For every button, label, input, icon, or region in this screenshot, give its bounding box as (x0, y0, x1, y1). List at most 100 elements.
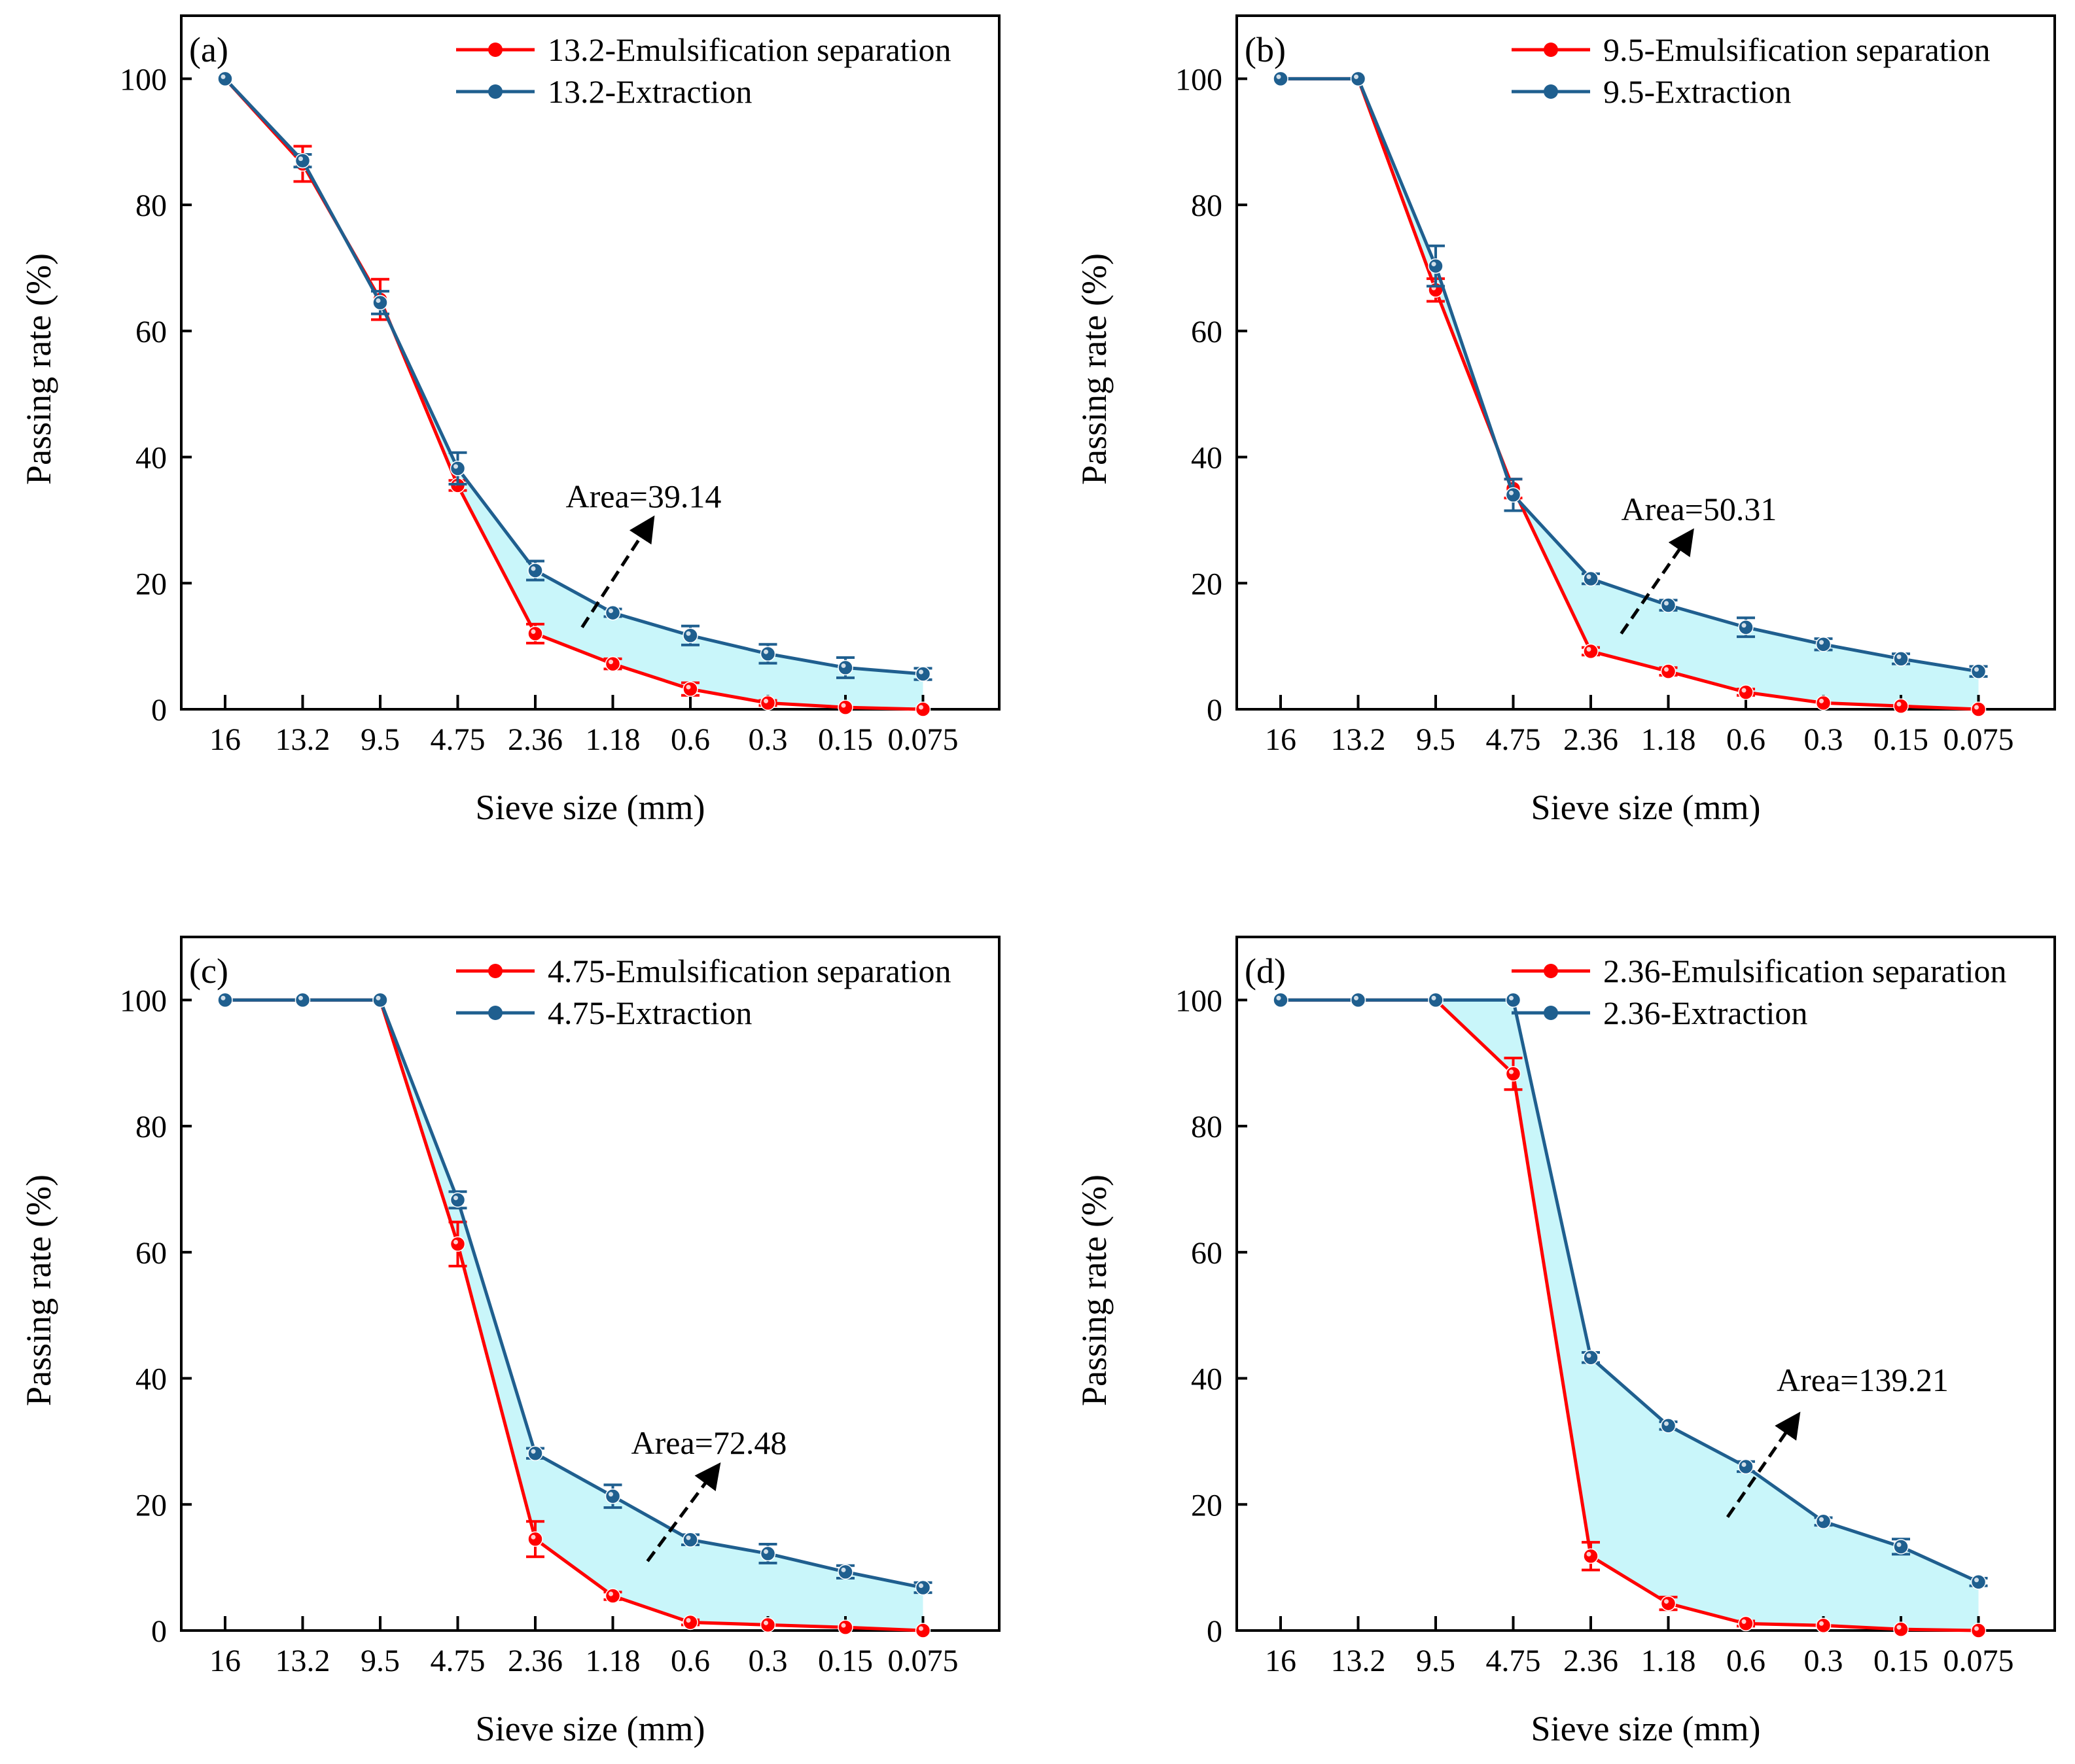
plot-frame (180, 936, 1001, 1632)
x-tick-label: 0.15 (1873, 722, 1928, 757)
data-point-highlight (1586, 1353, 1591, 1358)
series-line (1281, 77, 1979, 711)
data-point (527, 626, 543, 642)
data-point (683, 1532, 698, 1547)
x-tick-label: 16 (1265, 1644, 1296, 1678)
x-tick-label: 0.3 (749, 1644, 788, 1678)
data-point-highlight (1431, 262, 1436, 267)
area-between-curves (225, 1000, 923, 1631)
data-point (683, 681, 698, 697)
y-tick-label: 0 (1207, 693, 1222, 728)
legend-marker (488, 84, 503, 99)
x-axis-label: Sieve size (mm) (1531, 788, 1761, 827)
data-point-highlight (1586, 646, 1591, 652)
y-tick-label: 60 (1191, 315, 1222, 349)
data-point (605, 656, 621, 672)
data-point-highlight (764, 1620, 768, 1625)
data-point (1893, 698, 1909, 714)
data-point (760, 646, 776, 662)
y-tick-label: 80 (135, 1110, 167, 1144)
data-point (1505, 487, 1521, 503)
data-point (605, 1588, 621, 1604)
legend-marker (488, 43, 503, 57)
data-point-highlight (764, 1549, 768, 1554)
data-point-highlight (1741, 623, 1747, 628)
x-axis-label: Sieve size (mm) (1531, 1709, 1761, 1748)
y-tick-label: 80 (1191, 188, 1222, 223)
legend-label: 4.75-Emulsification separation (548, 953, 951, 989)
data-point (760, 695, 776, 711)
data-point (294, 992, 311, 1008)
data-point-highlight (221, 74, 226, 79)
x-tick-label: 4.75 (1486, 1644, 1541, 1678)
area-between-curves (1281, 1000, 1979, 1631)
data-point (915, 701, 931, 717)
data-point-highlight (453, 1195, 458, 1201)
data-point-highlight (376, 298, 381, 303)
data-point (915, 1579, 931, 1596)
data-point (1815, 695, 1832, 711)
data-point-highlight (531, 629, 536, 634)
y-tick-label: 20 (1191, 1488, 1222, 1523)
area-annotation: Area=39.14 (566, 478, 722, 515)
x-axis-label: Sieve size (mm) (476, 1709, 705, 1748)
x-tick-label: 16 (209, 1644, 241, 1678)
data-point-highlight (686, 1535, 691, 1540)
y-axis-label: Passing rate (%) (1074, 253, 1114, 485)
data-point (1815, 636, 1832, 652)
data-point (1893, 1539, 1909, 1555)
data-point-highlight (1509, 995, 1514, 1000)
legend-label: 4.75-Extraction (548, 995, 752, 1031)
x-tick-label: 1.18 (586, 1644, 641, 1678)
y-tick-label: 0 (151, 1614, 167, 1649)
data-point (527, 563, 543, 578)
data-point-highlight (609, 1591, 613, 1596)
data-point (1273, 71, 1288, 87)
y-tick-label: 100 (1175, 62, 1222, 97)
data-point-highlight (1664, 667, 1669, 672)
data-point (1428, 258, 1444, 274)
area-between-curves (225, 79, 923, 709)
x-tick-label: 0.075 (1943, 1644, 2014, 1678)
panel-label: (d) (1245, 951, 1286, 991)
data-point-highlight (531, 1534, 536, 1540)
y-tick-label: 60 (1191, 1236, 1222, 1271)
data-point-highlight (1586, 1551, 1591, 1557)
data-point-highlight (298, 156, 303, 162)
data-point (294, 152, 311, 169)
legend-marker (1544, 1006, 1558, 1020)
series-line (1281, 77, 1979, 673)
data-point (1970, 701, 1987, 717)
data-point-highlight (919, 705, 923, 710)
x-tick-label: 2.36 (508, 1644, 563, 1678)
data-point-highlight (764, 698, 768, 703)
x-tick-label: 0.6 (1726, 1644, 1765, 1678)
data-point (450, 461, 466, 476)
data-point-highlight (1819, 640, 1824, 645)
x-tick-label: 0.6 (671, 1644, 710, 1678)
data-point-highlight (1974, 667, 1979, 672)
x-tick-label: 1.18 (1641, 722, 1696, 757)
data-point (1970, 663, 1987, 679)
data-point-highlight (298, 995, 303, 1000)
chart-panel-c: 0 20 40 60 80 100 16 13.2 9.5 4.75 2.36 1.18 0.6 0.3 0… (19, 936, 1001, 1748)
data-point (838, 699, 853, 715)
legend-marker (1544, 84, 1558, 99)
data-point (1893, 651, 1909, 667)
data-point-highlight (841, 1623, 846, 1628)
data-point (1583, 643, 1599, 660)
annotation-arrow (1726, 1411, 1801, 1518)
data-point-highlight (1276, 74, 1281, 79)
data-point-highlight (764, 649, 768, 654)
legend-marker (1544, 43, 1558, 57)
panel-label: (c) (189, 951, 228, 991)
data-point (372, 992, 388, 1008)
legend-marker (1544, 964, 1558, 978)
legend-label: 9.5-Extraction (1603, 73, 1791, 110)
data-point-highlight (841, 703, 846, 708)
plot-frame (180, 14, 1001, 711)
y-tick-label: 40 (1191, 441, 1222, 476)
data-point-highlight (1974, 705, 1979, 710)
x-tick-label: 16 (209, 722, 241, 757)
data-point (605, 1488, 621, 1504)
